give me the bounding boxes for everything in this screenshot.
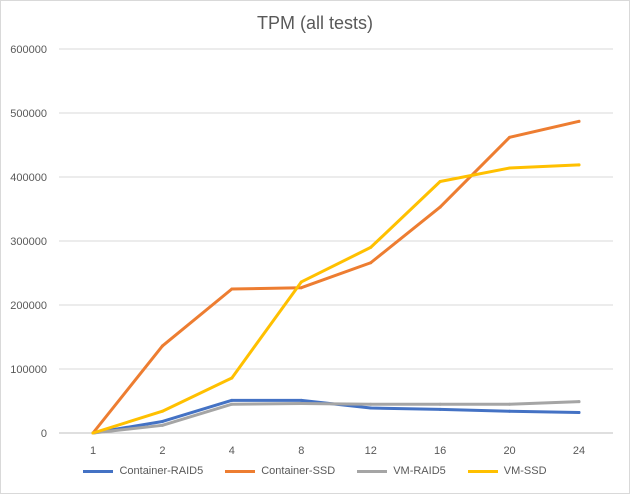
data-point <box>577 119 581 123</box>
y-tick-label: 200000 <box>10 300 47 312</box>
x-tick-label: 24 <box>573 445 585 457</box>
legend-swatch <box>83 469 114 473</box>
data-point <box>369 402 373 406</box>
data-point <box>438 407 442 411</box>
data-point <box>299 398 303 402</box>
legend-item: VM-SSD <box>467 465 547 477</box>
legend-swatch <box>467 469 498 473</box>
x-tick-label: 8 <box>298 445 304 457</box>
y-tick-label: 400000 <box>10 172 47 184</box>
data-point <box>230 376 234 380</box>
data-point <box>369 245 373 249</box>
x-tick-label: 16 <box>434 445 446 457</box>
x-tick-label: 12 <box>365 445 377 457</box>
data-point <box>508 409 512 413</box>
data-point <box>369 406 373 410</box>
y-tick-label: 300000 <box>10 236 47 248</box>
x-tick-label: 20 <box>503 445 515 457</box>
chart-legend: Container-RAID5 Container-SSD VM-RAID5 VM-S… <box>1 465 629 477</box>
data-point <box>299 286 303 290</box>
data-point <box>508 135 512 139</box>
data-point <box>91 431 95 435</box>
series-line-vm-ssd <box>91 163 581 435</box>
data-point <box>160 409 164 413</box>
data-point <box>438 402 442 406</box>
data-point <box>230 402 234 406</box>
data-point <box>160 344 164 348</box>
data-point <box>438 205 442 209</box>
data-point <box>577 411 581 415</box>
data-point <box>508 402 512 406</box>
series-line-vm-raid5 <box>91 400 581 435</box>
data-point <box>577 163 581 167</box>
x-tick-label: 4 <box>229 445 235 457</box>
data-point <box>160 423 164 427</box>
data-point <box>160 419 164 423</box>
data-point <box>299 280 303 284</box>
legend-item: VM-RAID5 <box>357 465 446 477</box>
y-tick-label: 0 <box>41 428 47 440</box>
x-tick-label: 2 <box>159 445 165 457</box>
y-tick-label: 600000 <box>10 44 47 56</box>
y-tick-label: 100000 <box>10 364 47 376</box>
chart-title: TPM (all tests) <box>256 13 373 33</box>
series-line-container-ssd <box>91 119 581 435</box>
legend-label: Container-SSD <box>261 465 336 477</box>
legend-swatch <box>225 469 256 473</box>
legend-label: Container-RAID5 <box>119 465 204 477</box>
data-point <box>369 261 373 265</box>
legend-item: Container-SSD <box>225 465 335 477</box>
y-tick-label: 500000 <box>10 108 47 120</box>
data-point <box>508 166 512 170</box>
x-tick-label: 1 <box>90 445 96 457</box>
data-point <box>230 398 234 402</box>
legend-label: VM-RAID5 <box>393 465 446 477</box>
legend-swatch <box>357 469 388 473</box>
data-point <box>577 400 581 404</box>
data-point <box>230 287 234 291</box>
data-point <box>299 402 303 406</box>
legend-label: VM-SSD <box>503 465 547 477</box>
data-point <box>438 179 442 183</box>
legend-item: Container-RAID5 <box>83 465 203 477</box>
